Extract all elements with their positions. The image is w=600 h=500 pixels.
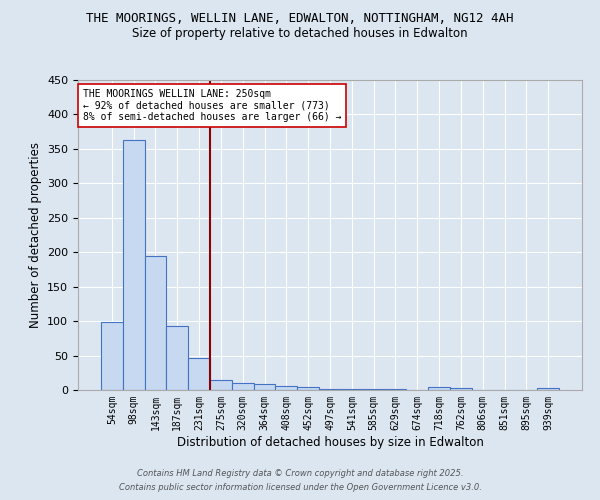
Bar xyxy=(319,388,341,390)
X-axis label: Distribution of detached houses by size in Edwalton: Distribution of detached houses by size … xyxy=(176,436,484,448)
Text: Contains HM Land Registry data © Crown copyright and database right 2025.: Contains HM Land Registry data © Crown c… xyxy=(137,468,463,477)
Text: Contains public sector information licensed under the Open Government Licence v3: Contains public sector information licen… xyxy=(119,484,481,492)
Bar xyxy=(101,322,123,390)
Bar xyxy=(188,358,210,390)
Bar xyxy=(537,388,559,390)
Bar xyxy=(166,326,188,390)
Bar xyxy=(254,384,275,390)
Text: THE MOORINGS WELLIN LANE: 250sqm
← 92% of detached houses are smaller (773)
8% o: THE MOORINGS WELLIN LANE: 250sqm ← 92% o… xyxy=(83,90,341,122)
Text: THE MOORINGS, WELLIN LANE, EDWALTON, NOTTINGHAM, NG12 4AH: THE MOORINGS, WELLIN LANE, EDWALTON, NOT… xyxy=(86,12,514,26)
Bar xyxy=(297,387,319,390)
Text: Size of property relative to detached houses in Edwalton: Size of property relative to detached ho… xyxy=(132,28,468,40)
Bar xyxy=(450,388,472,390)
Bar xyxy=(210,380,232,390)
Y-axis label: Number of detached properties: Number of detached properties xyxy=(29,142,41,328)
Bar xyxy=(123,140,145,390)
Bar xyxy=(428,386,450,390)
Bar xyxy=(145,256,166,390)
Bar xyxy=(232,383,254,390)
Bar xyxy=(275,386,297,390)
